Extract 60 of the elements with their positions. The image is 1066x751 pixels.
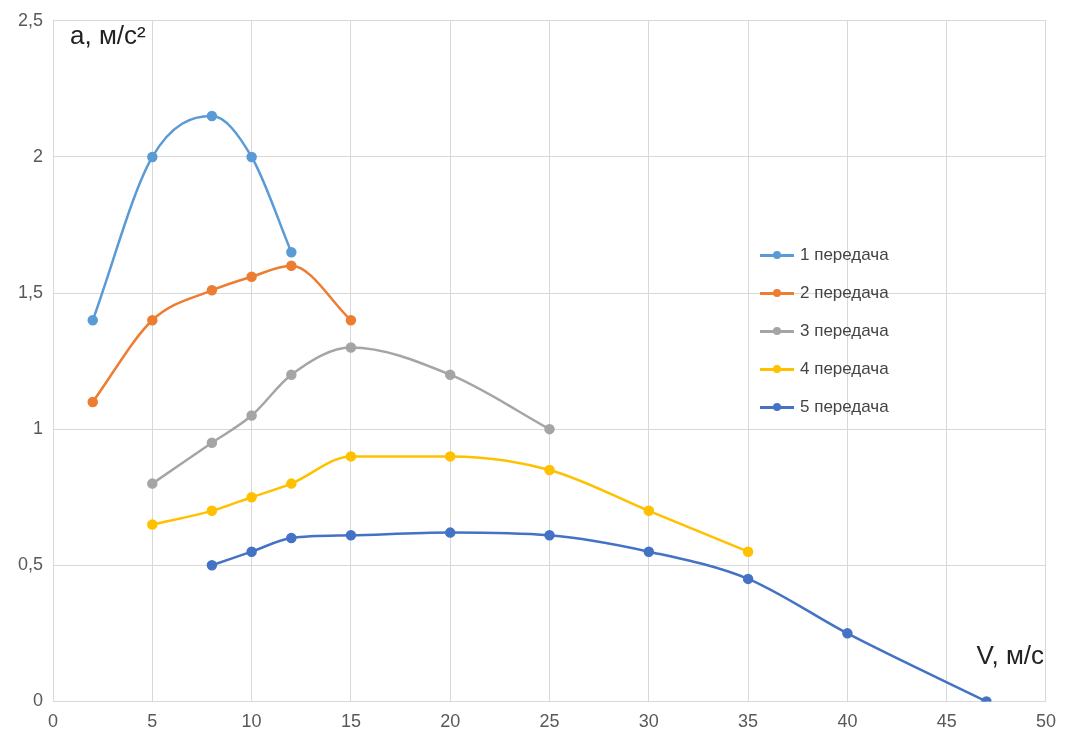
point	[286, 246, 297, 258]
point	[286, 369, 297, 380]
x-tick-label: 5	[147, 711, 158, 732]
x-tick-label: 50	[1035, 711, 1056, 732]
point	[345, 530, 357, 541]
point	[286, 260, 297, 272]
point	[345, 451, 357, 462]
y-tick-label: 2,5	[17, 9, 44, 30]
point	[345, 342, 357, 353]
point	[286, 532, 297, 544]
point	[444, 451, 456, 462]
point	[147, 478, 158, 489]
point	[842, 628, 853, 639]
legend-label: 3 передача	[800, 321, 889, 341]
x-tick-label: 30	[638, 711, 659, 732]
point	[444, 527, 456, 538]
point	[544, 464, 555, 476]
x-tick-label: 15	[340, 711, 361, 732]
point	[742, 573, 754, 585]
legend-label: 5 передача	[800, 397, 889, 417]
point	[246, 151, 257, 163]
x-tick-label: 45	[936, 711, 957, 732]
point	[246, 271, 257, 282]
point	[206, 437, 218, 449]
point	[544, 530, 555, 541]
legend-label: 1 передача	[800, 245, 889, 265]
point	[87, 396, 98, 408]
point	[286, 478, 297, 489]
x-tick-label: 10	[241, 711, 262, 732]
point	[544, 423, 555, 435]
point	[206, 505, 218, 517]
legend-label: 2 передача	[800, 283, 889, 303]
point	[87, 315, 98, 326]
x-tick-label: 25	[539, 711, 560, 732]
point	[643, 505, 655, 517]
point	[643, 546, 655, 557]
point	[206, 110, 218, 122]
x-tick-label: 35	[738, 711, 759, 732]
y-tick-label: 1	[33, 418, 44, 439]
point	[444, 369, 456, 380]
point	[147, 315, 158, 326]
point	[246, 410, 257, 421]
x-tick-label: 0	[48, 711, 59, 732]
y-tick-label: 1,5	[17, 282, 44, 303]
y-axis-title: a, м/с²	[70, 20, 146, 51]
x-tick-label: 20	[440, 711, 461, 732]
point	[246, 491, 257, 503]
legend-label: 4 передача	[800, 359, 889, 379]
point	[345, 315, 357, 326]
y-tick-label: 0	[33, 690, 44, 711]
point	[206, 285, 218, 296]
y-tick-label: 0,5	[17, 554, 44, 575]
point	[206, 560, 218, 571]
x-axis-title: V, м/с	[976, 640, 1044, 671]
y-tick-label: 2	[33, 145, 44, 166]
point	[147, 151, 158, 163]
point	[246, 546, 257, 557]
point	[742, 546, 754, 557]
point	[147, 519, 158, 530]
x-tick-label: 40	[837, 711, 858, 732]
